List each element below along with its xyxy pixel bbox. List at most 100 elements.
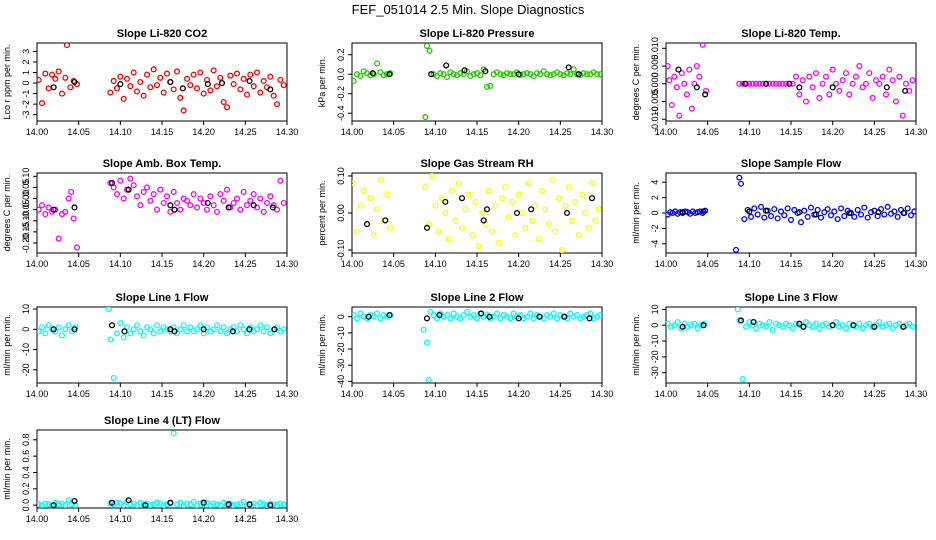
data-point xyxy=(761,214,768,221)
reference-point xyxy=(71,498,78,505)
data-point xyxy=(537,71,544,78)
data-point xyxy=(503,70,511,77)
x-tick-label: 14.20 xyxy=(821,127,844,137)
data-point xyxy=(812,320,820,327)
reference-point xyxy=(108,322,116,329)
reference-point xyxy=(700,208,707,215)
data-point xyxy=(267,330,274,337)
reference-point xyxy=(515,71,522,78)
data-point xyxy=(420,326,427,333)
data-point xyxy=(540,68,547,75)
data-point xyxy=(487,82,494,89)
data-point xyxy=(37,501,42,508)
reference-point xyxy=(482,68,489,75)
data-point xyxy=(493,310,501,317)
x-tick-label: 14.15 xyxy=(780,389,803,399)
y-tick-label: 0 xyxy=(650,323,660,328)
data-point xyxy=(140,188,147,195)
data-point xyxy=(507,71,514,78)
data-point xyxy=(105,307,112,313)
data-point xyxy=(63,43,71,49)
reference-point xyxy=(204,199,211,207)
data-point xyxy=(457,70,464,77)
data-point xyxy=(597,312,602,319)
data-point xyxy=(373,206,381,213)
reference-point xyxy=(167,499,174,506)
data-point xyxy=(240,326,247,333)
reference-point xyxy=(750,318,757,326)
y-tick-label: -4 xyxy=(650,240,660,248)
data-point xyxy=(133,322,141,329)
data-point xyxy=(732,246,740,253)
data-point xyxy=(133,193,141,200)
data-point xyxy=(213,208,221,215)
reference-point xyxy=(528,206,535,213)
data-point xyxy=(197,500,204,507)
data-point xyxy=(470,312,477,319)
data-point xyxy=(739,80,746,87)
x-tick-label: 14.25 xyxy=(549,127,572,137)
reference-point xyxy=(575,71,582,78)
data-point xyxy=(777,208,785,215)
data-point xyxy=(769,80,776,87)
reference-point xyxy=(700,322,707,329)
data-point xyxy=(37,206,42,213)
x-tick-label: 14.10 xyxy=(738,127,761,137)
data-point xyxy=(736,174,743,181)
data-point xyxy=(197,322,204,329)
data-point xyxy=(160,502,167,508)
data-point xyxy=(187,82,194,89)
data-point xyxy=(766,318,773,326)
data-point xyxy=(55,68,62,75)
data-point xyxy=(819,80,826,87)
data-point xyxy=(762,323,770,330)
data-point xyxy=(65,195,72,202)
reference-point xyxy=(742,80,749,87)
data-point xyxy=(233,195,241,202)
reference-point xyxy=(121,328,128,335)
y-tick-label: 0.05 xyxy=(21,179,31,197)
data-point xyxy=(821,209,828,216)
data-point xyxy=(460,71,467,78)
data-point xyxy=(530,73,537,80)
reference-point xyxy=(142,502,149,508)
data-point xyxy=(573,312,581,319)
data-point xyxy=(757,203,765,210)
data-point xyxy=(892,98,900,105)
plot-frame xyxy=(665,306,917,384)
data-point xyxy=(42,500,49,507)
data-point xyxy=(542,206,549,213)
data-point xyxy=(427,308,434,315)
data-point xyxy=(533,70,541,77)
data-point xyxy=(457,315,464,322)
data-point xyxy=(220,197,227,204)
data-point xyxy=(796,91,803,98)
y-tick-label: 0.4 xyxy=(21,466,31,479)
reference-point xyxy=(902,87,909,94)
x-tick-label: 14.25 xyxy=(234,389,257,399)
chart-title: Slope Li-820 CO2 xyxy=(117,28,207,40)
data-point xyxy=(422,184,429,191)
data-point xyxy=(150,191,157,198)
data-point xyxy=(220,324,227,331)
reference-point xyxy=(50,84,57,91)
data-point xyxy=(357,310,364,317)
reference-point xyxy=(200,499,207,506)
reference-point xyxy=(225,501,232,508)
y-tick-label: 0.00 xyxy=(336,204,346,222)
data-point xyxy=(422,114,429,121)
reference-point xyxy=(225,204,232,211)
chart-slope-li-820-temp: Slope Li-820 Temp. degrees C per min. -0.0… xyxy=(631,28,927,137)
y-tick-label: -0.005 xyxy=(650,89,660,115)
data-point xyxy=(153,206,161,213)
data-point xyxy=(428,173,436,180)
data-point xyxy=(468,232,476,239)
reference-point xyxy=(423,315,431,322)
data-point xyxy=(153,322,161,329)
data-point xyxy=(485,187,492,194)
data-point xyxy=(280,501,287,508)
data-point xyxy=(210,326,217,333)
reference-point xyxy=(693,84,700,91)
data-point xyxy=(240,498,247,505)
data-point xyxy=(373,310,381,317)
